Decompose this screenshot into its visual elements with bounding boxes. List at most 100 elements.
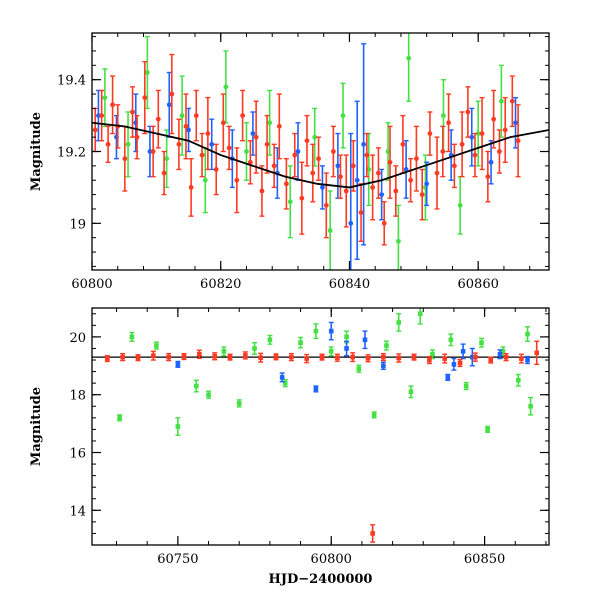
data-point xyxy=(258,355,263,361)
series-0 xyxy=(104,340,540,543)
data-point xyxy=(105,141,111,147)
data-point xyxy=(252,346,257,351)
data-point xyxy=(166,102,172,108)
data-point xyxy=(283,181,289,187)
data-point xyxy=(350,163,356,169)
data-point xyxy=(381,363,386,369)
data-point xyxy=(134,134,140,140)
data-point xyxy=(150,149,156,154)
data-point xyxy=(176,141,182,147)
data-point xyxy=(470,354,475,360)
data-point xyxy=(247,159,253,165)
series-2 xyxy=(117,308,534,436)
data-point xyxy=(356,366,362,371)
data-point xyxy=(117,415,122,421)
data-point xyxy=(330,149,336,154)
data-point xyxy=(344,346,349,351)
data-point xyxy=(120,354,125,360)
data-point xyxy=(460,349,466,354)
data-point xyxy=(166,354,171,360)
data-point xyxy=(395,238,401,244)
data-point xyxy=(183,123,189,129)
data-point xyxy=(154,343,159,348)
data-point xyxy=(475,131,481,136)
y-tick-label: 14 xyxy=(69,504,86,519)
data-point xyxy=(479,340,484,345)
x-tick-label: 60820 xyxy=(200,277,241,292)
data-point xyxy=(323,202,329,208)
data-point xyxy=(430,351,435,357)
data-point xyxy=(328,328,334,334)
data-point xyxy=(370,531,375,536)
data-point xyxy=(408,177,414,183)
y-tick-label: 19.2 xyxy=(57,146,86,161)
data-point xyxy=(234,177,240,183)
data-point xyxy=(361,141,367,147)
data-point xyxy=(442,356,448,361)
data-point xyxy=(151,353,156,358)
data-point xyxy=(206,392,211,398)
data-point xyxy=(319,354,325,360)
axis-ticks xyxy=(91,33,549,270)
y-tick-label: 19 xyxy=(69,217,86,232)
data-point xyxy=(488,159,494,165)
data-point xyxy=(125,141,131,147)
data-point xyxy=(515,138,521,144)
data-point xyxy=(440,149,446,154)
data-point xyxy=(457,360,463,366)
data-point xyxy=(175,424,181,429)
data-point xyxy=(534,350,540,356)
data-point xyxy=(445,375,451,380)
data-point xyxy=(250,131,256,136)
data-point xyxy=(344,334,349,340)
data-point xyxy=(411,354,417,360)
data-point xyxy=(197,351,202,357)
data-point xyxy=(498,98,504,104)
data-point xyxy=(253,134,259,140)
data-point xyxy=(364,152,370,158)
plot-frame xyxy=(91,32,550,271)
y-tick-label: 20 xyxy=(69,331,86,346)
x-tick-label: 60800 xyxy=(311,552,352,567)
data-point xyxy=(202,177,208,183)
x-axis-label: HJD−2400000 xyxy=(269,572,373,587)
data-point xyxy=(276,123,282,129)
data-point xyxy=(287,199,293,205)
data-point xyxy=(271,163,277,169)
data-point xyxy=(451,163,457,169)
y-tick-label: 19.4 xyxy=(57,74,86,89)
data-point xyxy=(457,202,463,208)
data-point xyxy=(509,98,515,104)
data-point xyxy=(213,167,219,172)
data-point xyxy=(406,55,412,61)
data-point xyxy=(485,427,490,432)
data-point xyxy=(328,349,334,354)
data-point xyxy=(209,141,215,147)
data-point xyxy=(193,383,199,389)
data-point xyxy=(188,185,194,190)
data-point xyxy=(503,354,509,360)
data-point xyxy=(497,149,502,154)
data-point xyxy=(312,134,318,140)
top-panel: 60800 60820 60840 60860 19 19.2 19.4 Magnitude xyxy=(29,32,550,292)
data-point xyxy=(376,170,381,176)
data-point xyxy=(144,70,150,75)
data-point xyxy=(400,141,406,147)
data-point xyxy=(243,353,248,358)
data-point xyxy=(488,357,494,363)
data-point xyxy=(223,84,229,90)
x-tick-label: 60750 xyxy=(157,552,198,567)
data-point xyxy=(469,134,475,140)
data-point xyxy=(320,185,325,190)
data-point xyxy=(516,377,521,383)
data-point xyxy=(427,357,432,363)
data-point xyxy=(446,120,451,126)
data-point xyxy=(408,389,414,395)
data-point xyxy=(130,109,135,115)
data-point xyxy=(205,131,211,136)
series-1 xyxy=(175,321,531,393)
data-point xyxy=(310,170,316,176)
data-point xyxy=(299,195,305,201)
plot-area xyxy=(92,308,549,543)
x-tick-label: 60840 xyxy=(329,277,370,292)
